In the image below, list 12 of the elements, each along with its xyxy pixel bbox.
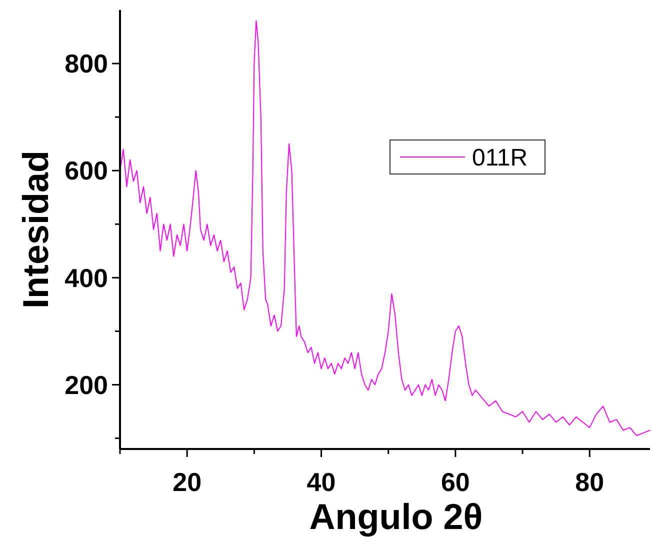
y-axis-title: Intesidad <box>15 150 56 309</box>
x-tick-label: 60 <box>440 467 470 497</box>
legend-label: 011R <box>472 144 528 172</box>
x-tick-label: 80 <box>575 467 604 497</box>
y-tick-label: 200 <box>64 370 108 400</box>
y-tick-label: 400 <box>64 262 108 293</box>
y-tick-label: 600 <box>64 156 108 186</box>
x-tick-label: 40 <box>306 467 336 497</box>
x-tick-label: 20 <box>172 467 202 497</box>
y-tick-label: 800 <box>64 48 108 79</box>
line-series <box>120 20 650 436</box>
x-axis-title: Angulo 2θ <box>309 496 483 537</box>
